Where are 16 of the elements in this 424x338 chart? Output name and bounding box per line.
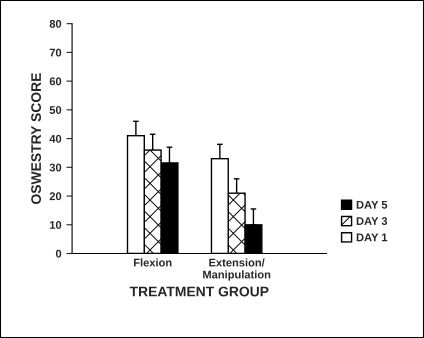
legend-label: DAY 5 xyxy=(356,200,388,209)
y-tick-label: 50 xyxy=(50,106,62,114)
x-axis-title: TREATMENT GROUP xyxy=(130,286,269,296)
x-tick-label: Extension/ Manipulation xyxy=(203,258,270,281)
y-axis-title: OSWESTRY SCORE xyxy=(31,73,42,204)
y-tick-label: 70 xyxy=(50,48,62,57)
y-tick-label: 30 xyxy=(50,164,62,172)
y-tick-label: 10 xyxy=(50,221,62,229)
y-tick-label: 80 xyxy=(50,20,62,28)
y-tick-label: 0 xyxy=(56,250,62,258)
legend-label: DAY 3 xyxy=(356,217,388,226)
y-tick-label: 20 xyxy=(50,192,62,200)
y-tick-label: 60 xyxy=(50,77,62,86)
legend-label: DAY 1 xyxy=(356,234,388,242)
x-tick-label: Flexion xyxy=(134,258,172,267)
y-tick-label: 40 xyxy=(49,134,62,143)
